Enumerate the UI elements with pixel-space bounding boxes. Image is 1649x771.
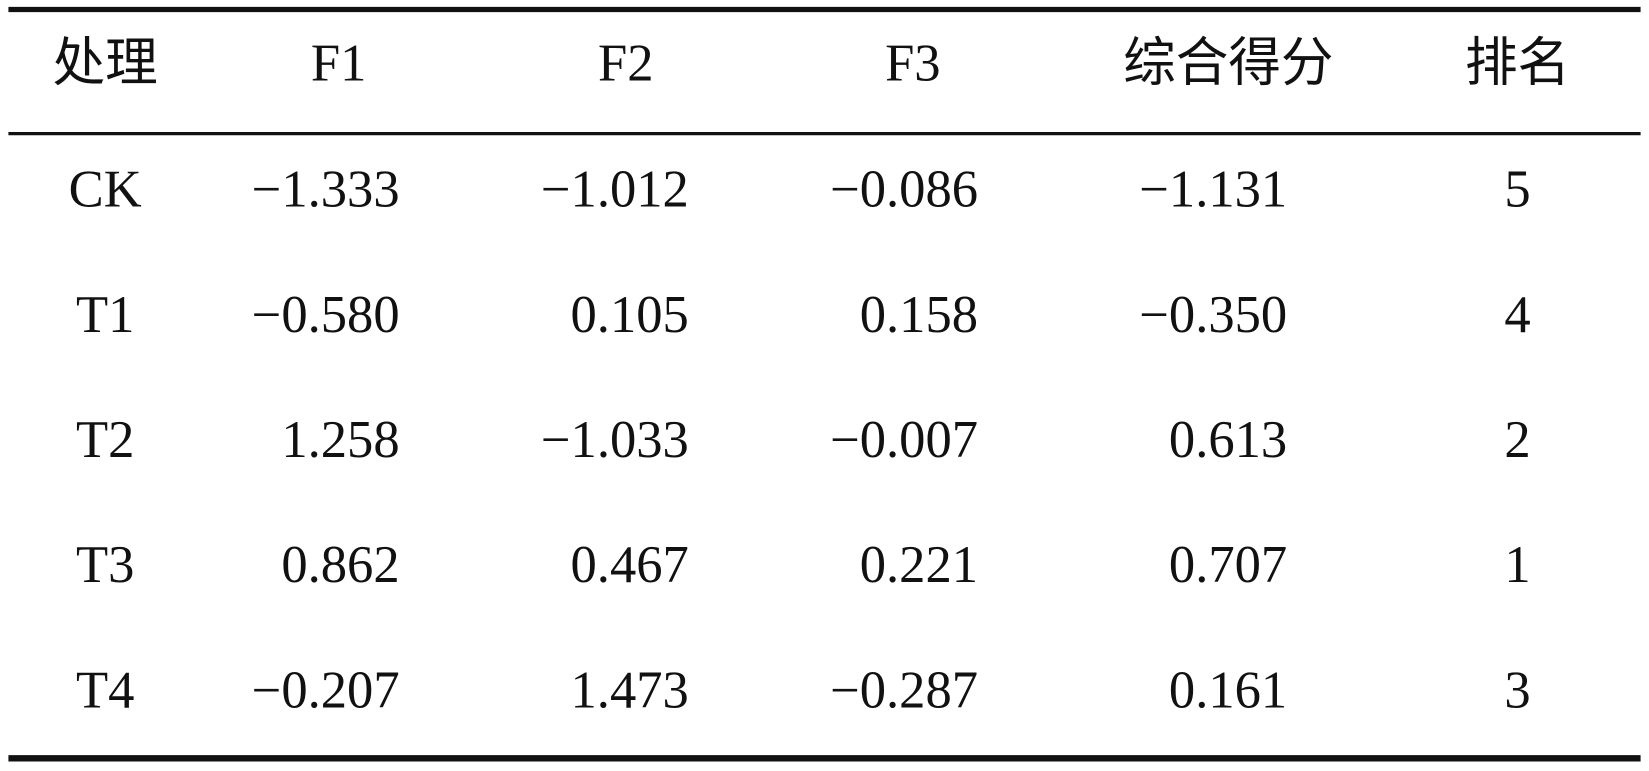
- cell: −0.086: [830, 161, 978, 219]
- header-cell: 综合得分: [1123, 34, 1333, 92]
- cell: −1.033: [541, 411, 689, 469]
- header-cell: 排名: [1465, 34, 1570, 92]
- cell: 3: [1504, 661, 1530, 719]
- cell: 1.258: [281, 411, 399, 469]
- cell: −1.012: [541, 161, 689, 219]
- cell: 1: [1504, 536, 1530, 594]
- cell: 5: [1504, 161, 1530, 219]
- cell: 0.221: [860, 536, 978, 594]
- cell: CK: [69, 161, 142, 219]
- cell: 1.473: [571, 661, 689, 719]
- cell: 0.467: [571, 536, 689, 594]
- cell: T2: [76, 411, 134, 469]
- cell: T1: [76, 286, 134, 344]
- cell: −0.007: [830, 411, 978, 469]
- cell: 2: [1504, 411, 1530, 469]
- cell: 0.158: [860, 286, 978, 344]
- cell: −0.207: [252, 661, 400, 719]
- header-cell: F1: [311, 34, 367, 92]
- cell: 0.161: [1169, 661, 1287, 719]
- cell: 0.613: [1169, 411, 1287, 469]
- cell: −1.131: [1139, 161, 1287, 219]
- cell: T3: [76, 536, 134, 594]
- header-cell: 处理: [53, 34, 158, 92]
- cell: −0.287: [830, 661, 978, 719]
- cell: 0.862: [281, 536, 399, 594]
- header-cell: F3: [885, 34, 941, 92]
- header-cell: F2: [598, 34, 654, 92]
- cell: 0.707: [1169, 536, 1287, 594]
- cell: T4: [76, 661, 134, 719]
- cell: 0.105: [571, 286, 689, 344]
- cell: −0.580: [252, 286, 400, 344]
- cell: −1.333: [252, 161, 400, 219]
- cell: 4: [1504, 286, 1530, 344]
- cell: −0.350: [1139, 286, 1287, 344]
